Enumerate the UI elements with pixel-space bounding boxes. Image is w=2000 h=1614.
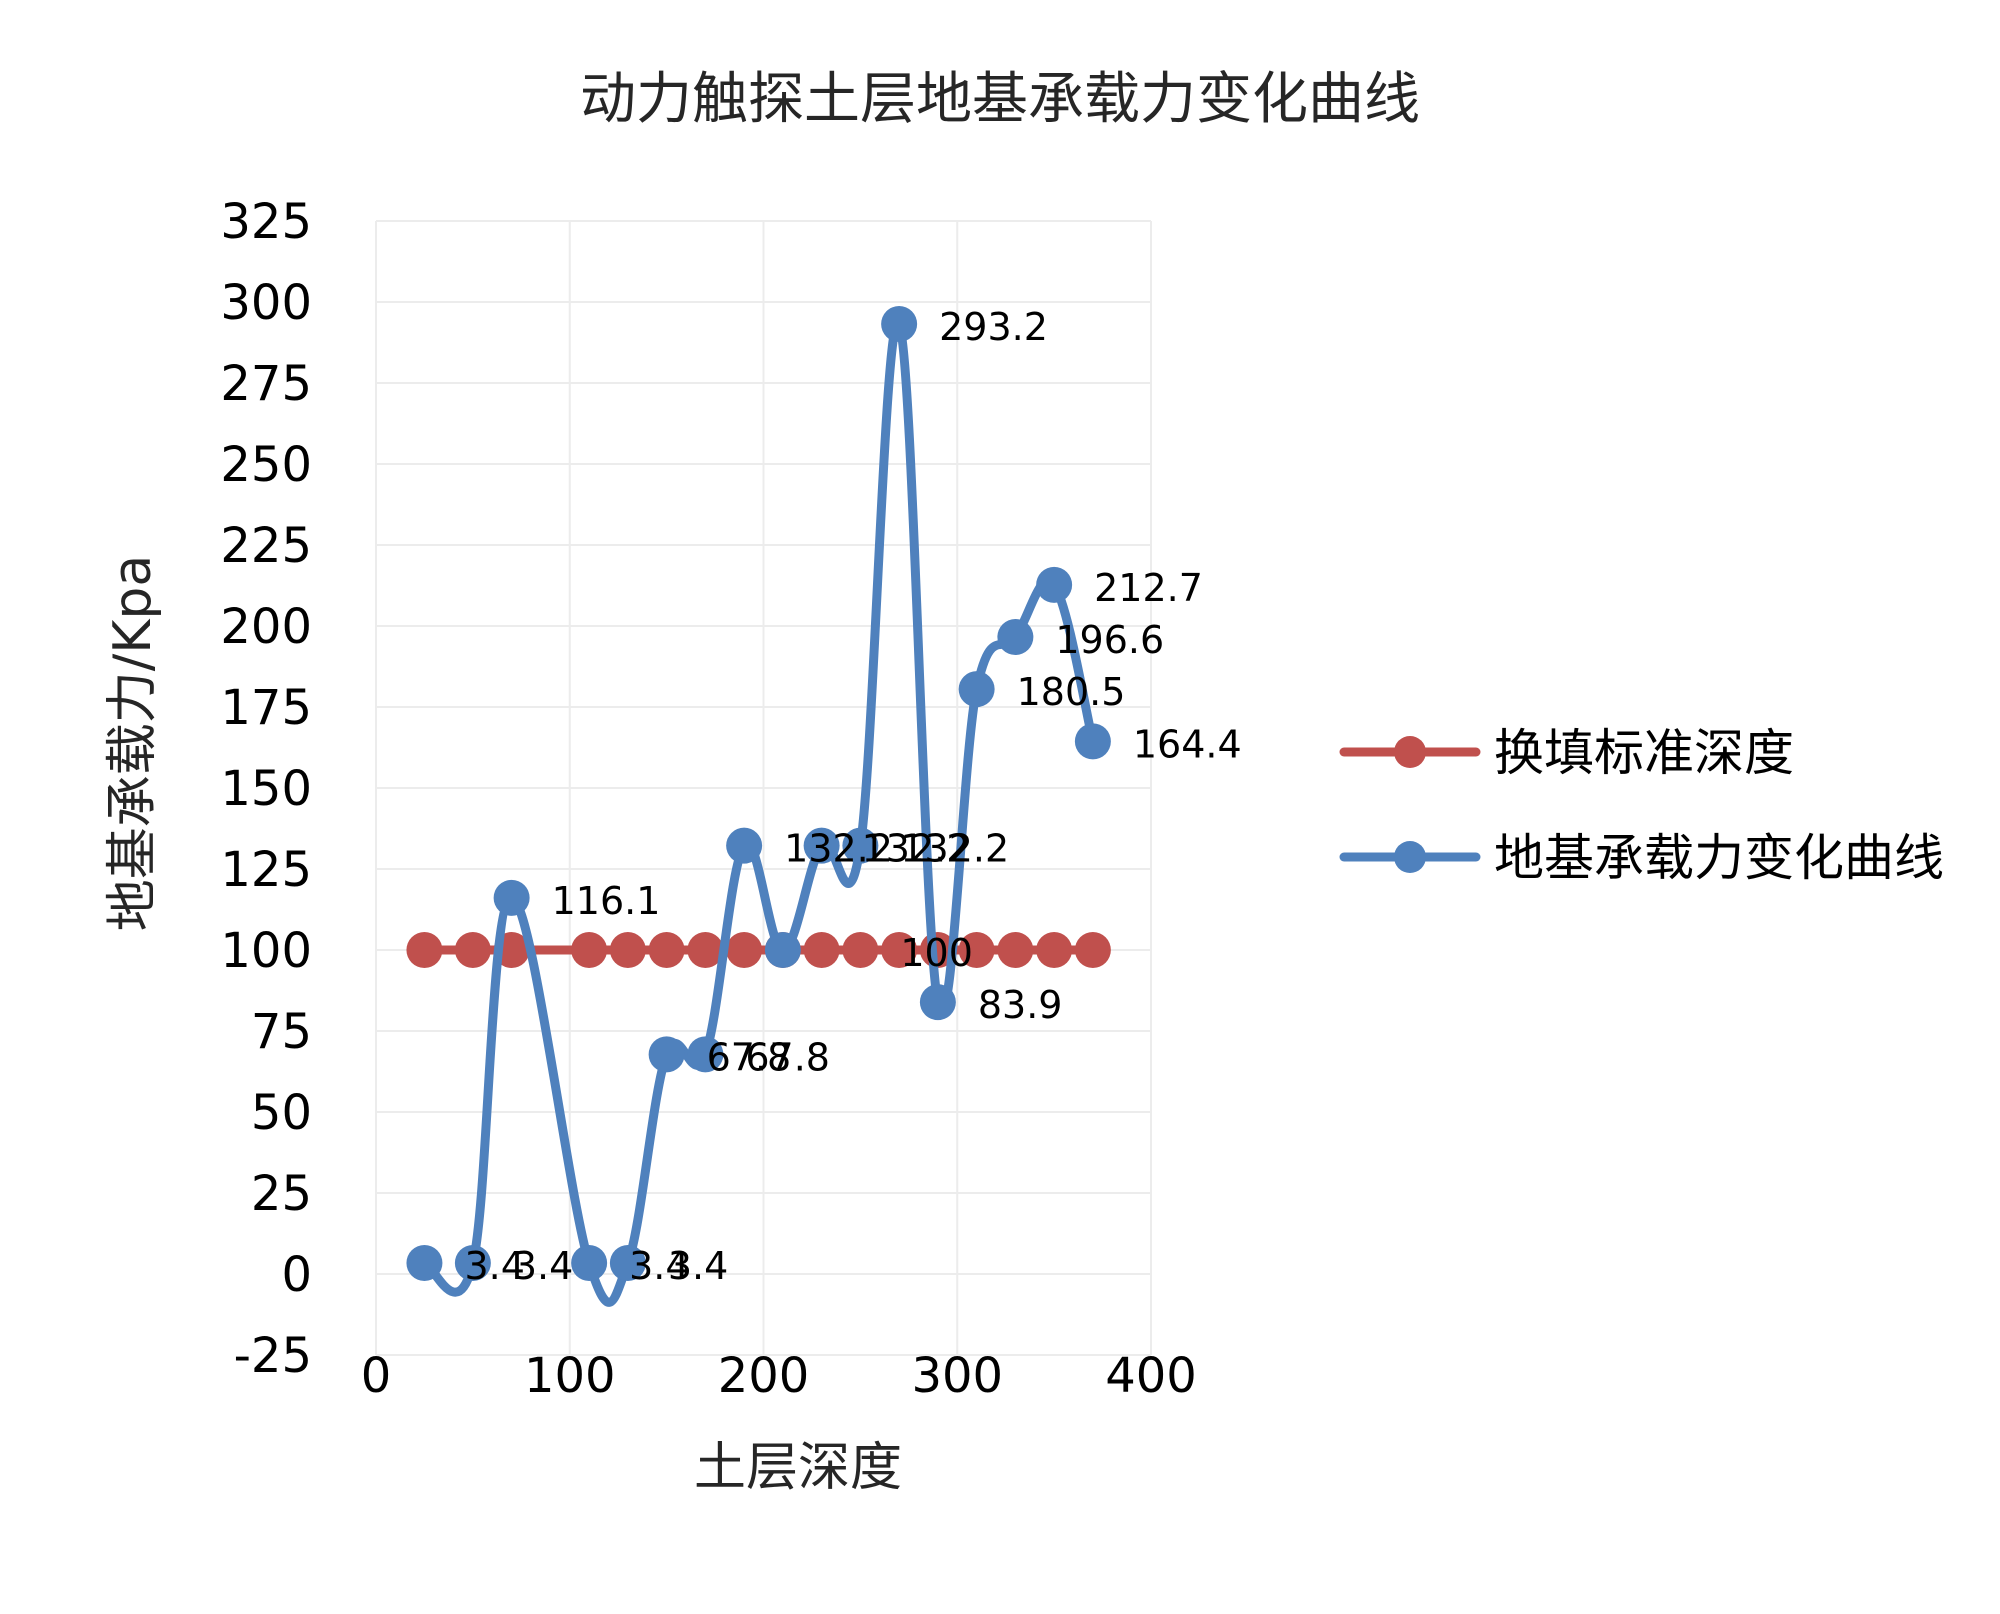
data-label: 293.2 — [939, 305, 1048, 349]
data-label: 180.5 — [1017, 670, 1126, 714]
legend-marker — [1394, 736, 1426, 768]
series-0-point — [571, 932, 608, 968]
data-label: 3.4 — [464, 1244, 524, 1288]
x-tick-label: 400 — [1105, 1348, 1197, 1404]
series-0-point — [958, 932, 995, 968]
y-tick-label: -25 — [234, 1328, 312, 1384]
y-tick-label: 75 — [251, 1004, 312, 1060]
data-label: 132.2 — [862, 827, 971, 871]
y-axis-ticks: -25 0 25 50 75 100 125 150 175 200 225 250 275 300 325 — [220, 194, 312, 1384]
series-1-point — [881, 306, 918, 343]
series-1-point — [919, 984, 956, 1021]
series-1-point — [958, 671, 995, 708]
legend-label: 换填标准深度 — [1494, 724, 1794, 782]
data-label: 3.4 — [629, 1244, 689, 1288]
y-tick-label: 250 — [220, 437, 312, 493]
series-0-point — [609, 932, 646, 968]
series-0-point — [803, 932, 840, 968]
series-0-point — [1036, 932, 1073, 968]
data-label: 212.7 — [1094, 566, 1203, 610]
x-axis-title: 土层深度 — [694, 1438, 902, 1498]
y-tick-label: 175 — [220, 680, 312, 736]
y-tick-label: 100 — [220, 923, 312, 979]
series-1-point — [687, 1036, 724, 1073]
y-tick-label: 300 — [220, 275, 312, 331]
series-1-point — [1036, 566, 1073, 603]
x-tick-label: 200 — [718, 1348, 810, 1404]
series-1-point — [764, 932, 801, 968]
series-0-point — [842, 932, 879, 968]
data-label: 83.9 — [978, 983, 1063, 1027]
series-1-point — [1074, 723, 1111, 760]
series-1-point — [997, 619, 1034, 656]
series-0-point — [997, 932, 1034, 968]
data-label: 3.4 — [513, 1244, 573, 1288]
series-1-point — [648, 1036, 685, 1073]
x-tick-label: 300 — [911, 1348, 1003, 1404]
data-labels: 1003.43.4116.13.43.467.867.8132.2132.213… — [464, 305, 1241, 1288]
series-1-point — [726, 827, 763, 864]
y-tick-label: 225 — [220, 518, 312, 574]
y-tick-label: 200 — [220, 599, 312, 655]
series-1-point — [803, 827, 840, 864]
series-1-point — [571, 1244, 608, 1281]
legend-marker — [1394, 841, 1426, 873]
legend-label: 地基承载力变化曲线 — [1494, 829, 1944, 887]
x-axis-ticks: 0 100 200 300 400 — [361, 1348, 1197, 1404]
y-tick-label: 325 — [220, 194, 312, 250]
series-0-point — [726, 932, 763, 968]
series-1-point — [454, 1244, 491, 1281]
y-tick-label: 125 — [220, 842, 312, 898]
y-tick-label: 150 — [220, 761, 312, 817]
data-label: 132.2 — [900, 827, 1009, 871]
data-label: 116.1 — [552, 879, 661, 923]
y-axis-title: 地基承载力/Kpa — [103, 555, 163, 932]
y-tick-label: 0 — [281, 1247, 312, 1303]
y-tick-label: 275 — [220, 356, 312, 412]
plot-grid — [375, 220, 1152, 1356]
data-label: 67.8 — [707, 1035, 792, 1079]
y-tick-label: 25 — [251, 1166, 312, 1222]
series-layer — [406, 306, 1111, 1307]
series-1-point — [609, 1244, 646, 1281]
series-line-1 — [419, 318, 1098, 1307]
data-label: 67.8 — [745, 1035, 830, 1079]
data-label: 132.2 — [784, 827, 893, 871]
series-1-point — [842, 827, 879, 864]
data-label: 164.4 — [1133, 722, 1242, 766]
series-0-point — [1074, 932, 1111, 968]
x-tick-label: 100 — [524, 1348, 616, 1404]
data-label: 3.4 — [668, 1244, 728, 1288]
chart-title: 动力触探土层地基承载力变化曲线 — [580, 67, 1420, 132]
series-0-point — [881, 932, 918, 968]
series-1-point — [493, 879, 530, 916]
data-label: 196.6 — [1055, 618, 1164, 662]
series-0-point — [406, 932, 443, 968]
y-tick-label: 50 — [251, 1085, 312, 1141]
series-0-point — [687, 932, 724, 968]
x-tick-label: 0 — [361, 1348, 392, 1404]
series-1-point — [406, 1244, 443, 1281]
data-label: 100 — [900, 931, 973, 975]
series-0-point — [454, 932, 491, 968]
series-0-point — [648, 932, 685, 968]
